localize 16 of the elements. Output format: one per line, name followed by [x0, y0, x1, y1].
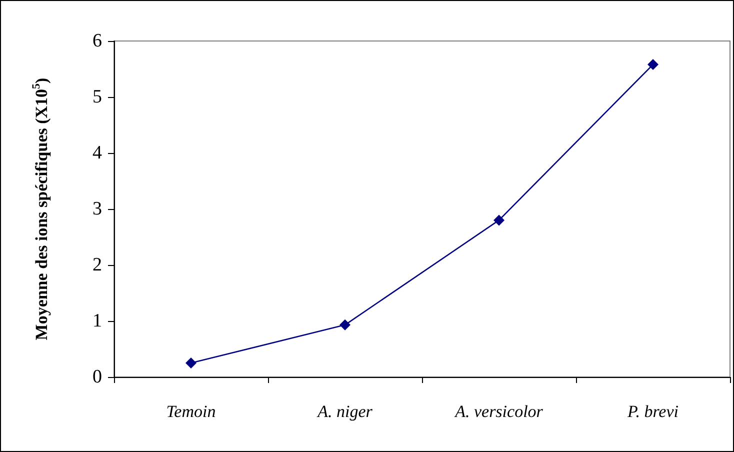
point — [648, 59, 658, 70]
point — [186, 358, 196, 368]
y-tick-label: 2 — [92, 254, 102, 276]
point — [340, 319, 350, 330]
x-tick-label: Temoin — [166, 402, 216, 421]
y-tick-label: 5 — [92, 86, 102, 108]
y-tick-label: 4 — [92, 142, 102, 164]
x-tick-label: A. niger — [316, 402, 373, 421]
x-tick-label: P. brevi — [626, 402, 679, 421]
y-tick-label: 0 — [92, 366, 102, 388]
y-tick-label: 1 — [92, 310, 102, 332]
point — [494, 214, 504, 226]
y-tick-label: 3 — [92, 198, 102, 220]
y-tick-label: 6 — [92, 30, 102, 52]
y-axis-title: Moyenne des ions spécifiques (X105) — [30, 78, 51, 340]
x-tick-label: A. versicolor — [454, 402, 544, 421]
